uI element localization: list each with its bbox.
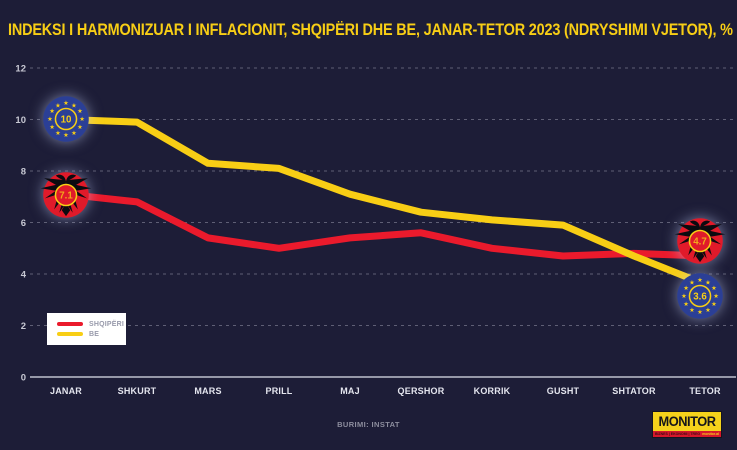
- eu-star-icon: ★: [705, 307, 711, 314]
- eu-star-icon: ★: [683, 285, 689, 292]
- be-line-swatch: [57, 332, 83, 336]
- eu-flag-badge-janar: ★ ★ ★ ★ ★ ★ ★ ★ ★ ★ ★ ★ 10: [39, 92, 93, 146]
- y-axis-tick-label: 6: [21, 218, 26, 229]
- albania-flag-badge-janar: 7.1: [39, 168, 93, 222]
- series-line-be: [62, 116, 709, 288]
- y-axis-tick-label: 2: [21, 321, 26, 332]
- eu-star-icon: ★: [711, 285, 717, 292]
- eu-star-icon: ★: [55, 102, 61, 109]
- eu-star-icon: ★: [711, 301, 717, 308]
- x-axis-label: GUSHT: [547, 386, 580, 396]
- series-line-shqipri: [62, 190, 709, 260]
- eu-star-icon: ★: [49, 124, 55, 131]
- eu-star-icon: ★: [63, 132, 69, 139]
- eu-star-icon: ★: [705, 279, 711, 286]
- eu-star-icon: ★: [713, 293, 719, 300]
- x-axis-label: TETOR: [689, 386, 721, 396]
- monitor-site: monitor.al: [702, 432, 719, 436]
- eu-star-icon: ★: [689, 279, 695, 286]
- eu-star-icon: ★: [49, 108, 55, 115]
- eu-star-icon: ★: [47, 116, 53, 123]
- x-axis-label: PRILL: [266, 386, 293, 396]
- legend-label: BE: [89, 330, 100, 338]
- monitor-tagline: BIZNES | EKONOMI | TREG: [655, 432, 701, 436]
- eu-star-icon: ★: [697, 309, 703, 316]
- double-headed-eagle-icon: [40, 174, 92, 217]
- legend-label: SHQIPËRI: [89, 320, 125, 328]
- data-label-shqiperi-janar: 7.1: [59, 190, 73, 201]
- x-axis-label: SHKURT: [118, 386, 157, 396]
- legend-item-be: BE: [57, 331, 126, 338]
- eu-star-icon: ★: [681, 293, 687, 300]
- y-axis-tick-label: 4: [21, 270, 27, 281]
- double-headed-eagle-icon: [674, 220, 726, 263]
- data-label-be-tetor: 3.6: [693, 291, 707, 302]
- x-axis-label: MARS: [194, 386, 221, 396]
- y-axis-tick-label: 8: [21, 167, 26, 178]
- eu-star-icon: ★: [71, 102, 77, 109]
- data-label-shqiperi-tetor: 4.7: [693, 236, 706, 247]
- monitor-logo-text: MONITOR: [658, 414, 716, 429]
- eu-star-icon: ★: [63, 100, 69, 107]
- y-axis-tick-label: 10: [15, 115, 26, 126]
- y-axis-tick-label: 0: [21, 373, 26, 384]
- eu-star-icon: ★: [77, 124, 83, 131]
- legend: SHQIPËRI BE: [47, 313, 126, 345]
- data-label-be-janar: 10: [61, 114, 72, 125]
- eu-star-icon: ★: [689, 307, 695, 314]
- eu-star-icon: ★: [683, 301, 689, 308]
- albania-flag-badge-tetor: 4.7: [673, 214, 727, 268]
- x-axis-label: QERSHOR: [398, 386, 445, 396]
- legend-item-shqiperi: SHQIPËRI: [57, 321, 126, 328]
- eu-star-icon: ★: [79, 116, 85, 123]
- eu-star-icon: ★: [77, 108, 83, 115]
- shqiperi-line-swatch: [57, 322, 83, 326]
- x-axis-label: KORRIK: [474, 386, 511, 396]
- eu-star-icon: ★: [55, 130, 61, 137]
- monitor-logo-stripe: BIZNES | EKONOMI | TREG monitor.al: [653, 431, 721, 437]
- monitor-logo: MONITOR BIZNES | EKONOMI | TREG monitor.…: [652, 411, 722, 438]
- eu-star-icon: ★: [71, 130, 77, 137]
- x-axis-label: JANAR: [50, 386, 82, 396]
- x-axis-label: SHTATOR: [612, 386, 656, 396]
- chart-title: INDEKSI I HARMONIZUAR I INFLACIONIT, SHQ…: [8, 21, 733, 39]
- x-axis-label: MAJ: [340, 386, 360, 396]
- eu-star-icon: ★: [697, 277, 703, 284]
- source-note: BURIMI: INSTAT: [337, 420, 400, 429]
- eu-flag-badge-tetor: ★ ★ ★ ★ ★ ★ ★ ★ ★ ★ ★ ★ 3.6: [673, 269, 727, 323]
- y-axis-tick-label: 12: [15, 64, 26, 75]
